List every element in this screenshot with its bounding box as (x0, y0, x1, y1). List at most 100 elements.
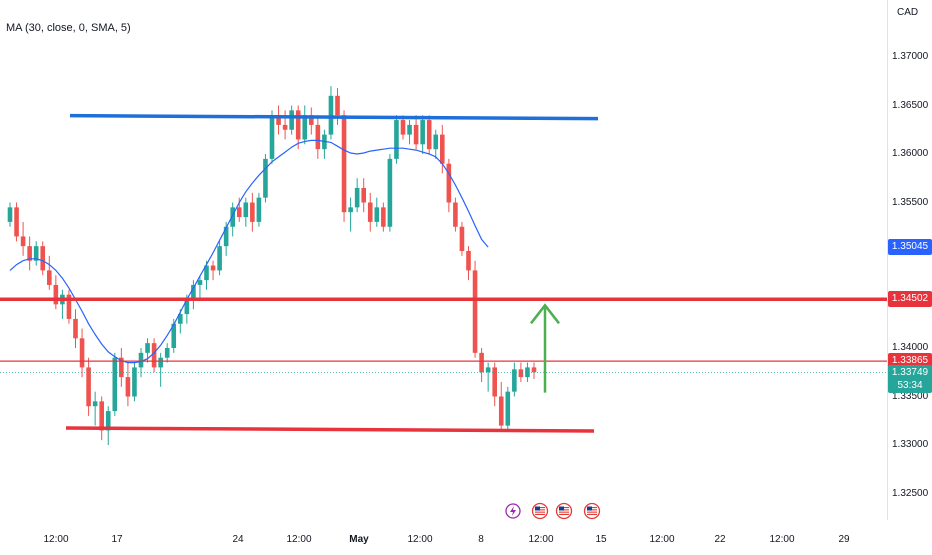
candle (27, 236, 32, 271)
candle (354, 178, 360, 213)
candle-body (426, 120, 432, 150)
candle (531, 362, 537, 380)
candle (263, 154, 268, 203)
candle (381, 202, 386, 232)
candle-body (47, 270, 52, 285)
mid-line-price-badge: 1.33865 (888, 353, 932, 370)
up-arrow-head (530, 303, 560, 325)
us-flag-icon[interactable] (583, 502, 601, 520)
price-tick-label: 1.37000 (892, 51, 929, 62)
candle (518, 362, 524, 382)
candle-body (420, 120, 425, 145)
candle (407, 120, 412, 145)
candle (217, 241, 222, 276)
candle-body (518, 369, 524, 378)
candle-body (20, 236, 26, 247)
candle-body (230, 207, 235, 227)
moving-average-line (9, 139, 489, 364)
candle (14, 202, 19, 242)
candle (525, 362, 530, 382)
time-tick-label: 17 (111, 534, 123, 545)
candle-body (171, 323, 177, 348)
time-tick-label: 12:00 (649, 534, 675, 545)
flag-ring (583, 502, 601, 520)
flag-stripe (587, 513, 597, 515)
candle-body (14, 207, 19, 237)
candle (269, 110, 275, 164)
price-tick-label: 1.35500 (892, 196, 929, 208)
candle (66, 289, 72, 324)
candle-body (348, 207, 353, 213)
candle (413, 115, 419, 150)
candle (459, 221, 465, 256)
candle-body (236, 207, 242, 218)
candle-body (289, 110, 294, 130)
candle-body (407, 124, 412, 135)
flag-canton (587, 506, 592, 511)
candle (302, 105, 308, 145)
candle (33, 241, 39, 266)
time-tick-label: 8 (478, 534, 484, 545)
candle (387, 154, 393, 232)
candle (86, 357, 91, 416)
candle-body (381, 207, 386, 227)
candle-body (197, 280, 203, 285)
candle-body (512, 369, 517, 392)
time-tick-label: 22 (714, 534, 726, 545)
candle (47, 255, 52, 290)
candle (485, 362, 491, 392)
candle-body (413, 124, 419, 145)
events-layer[interactable] (505, 502, 601, 520)
candle (492, 362, 497, 407)
candle (374, 197, 380, 227)
moving-average-layer (9, 139, 489, 364)
candle-body (498, 396, 504, 426)
horizontal-line-price-badge: 1.34502 (888, 291, 932, 308)
candle-body (151, 343, 157, 368)
candle (289, 105, 294, 135)
candle-body (243, 202, 249, 218)
candle-body (256, 197, 262, 222)
candle-body (217, 246, 222, 271)
candle-body (374, 207, 380, 222)
candle-body (210, 265, 216, 271)
candle (236, 197, 242, 222)
candle-body (263, 158, 268, 198)
flag-ring (531, 502, 549, 520)
us-flag-icon[interactable] (555, 502, 573, 520)
candle-body (33, 246, 39, 261)
candle (433, 129, 439, 159)
currency-label: CAD (897, 7, 919, 18)
candle-body (223, 226, 229, 247)
candle (276, 105, 281, 135)
lightning-icon[interactable] (505, 503, 521, 519)
time-tick-label: 29 (838, 534, 850, 545)
candle (335, 88, 340, 125)
candle-body (164, 348, 170, 358)
candle (125, 362, 131, 407)
candle-body (184, 299, 190, 315)
candle-body (158, 357, 163, 368)
support-trendline (65, 426, 595, 433)
ma-value-badge: 1.35045 (888, 238, 932, 255)
time-tick-label: 12:00 (286, 534, 312, 545)
candle-body (86, 367, 91, 407)
candle (191, 280, 196, 310)
candle-body (276, 115, 281, 125)
candle (361, 178, 366, 213)
price-axis-separator (887, 0, 888, 520)
candle-body (132, 367, 137, 397)
candle (105, 406, 111, 445)
candle (92, 391, 98, 426)
candle (341, 110, 347, 222)
candle-body (73, 318, 78, 339)
drawings-layer[interactable] (0, 113, 888, 433)
candle (367, 192, 373, 232)
us-flag-icon[interactable] (531, 502, 549, 520)
candle (60, 289, 65, 319)
flag-stripe (559, 511, 569, 513)
candle-body (361, 187, 366, 203)
indicator-label[interactable]: MA (30, close, 0, SMA, 5) (6, 22, 131, 34)
